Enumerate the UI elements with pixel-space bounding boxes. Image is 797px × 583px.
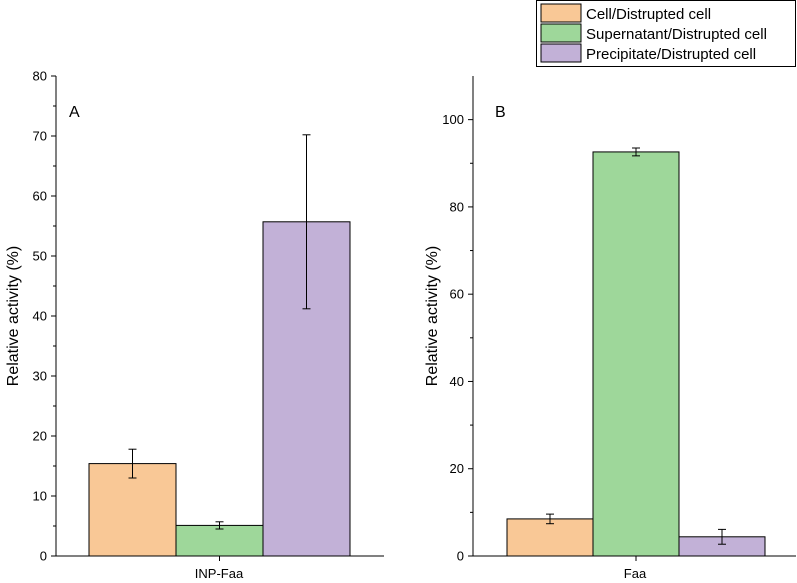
panel-b-y-tick-label: 80 xyxy=(450,199,464,214)
panel-b-error-bar-cell xyxy=(546,513,554,525)
panel-a-chart: Relative activity (%) A INP-Faa 0 10 20 30 4… xyxy=(5,69,384,581)
legend: Cell/Distrupted cell Supernatant/Distrup… xyxy=(536,0,796,67)
panel-a-y-tick-label: 70 xyxy=(33,129,47,144)
panel-a-bar-supernatant xyxy=(175,524,264,557)
panel-a-error-bar-precipitate xyxy=(302,134,311,310)
panel-b-label: B xyxy=(495,104,506,121)
panel-a-y-tick-label: 40 xyxy=(33,309,47,324)
legend-label-supernatant: Supernatant/Distrupted cell xyxy=(586,26,767,43)
panel-b-y-tick-label: 100 xyxy=(442,112,464,127)
legend-swatch-cell xyxy=(540,3,582,23)
panel-a-y-tick-label: 10 xyxy=(33,489,47,504)
legend-swatch-precipitate xyxy=(540,43,582,63)
panel-b-y-tick-label: 60 xyxy=(450,287,464,302)
panel-a-error-bar-cell xyxy=(128,448,137,479)
legend-swatch-supernatant xyxy=(540,23,582,43)
panel-a-y-tick-label: 50 xyxy=(33,249,47,264)
panel-b-bar-supernatant xyxy=(592,151,680,557)
panel-b-y-axis-title: Relative activity (%) xyxy=(424,246,441,386)
panel-b-error-bar-supernatant xyxy=(632,147,640,157)
panel-a-category-label: INP-Faa xyxy=(195,566,244,581)
panel-b-error-bar-precipitate xyxy=(718,528,726,545)
panel-b-chart: Relative activity (%) B Faa 0 20 40 60 80 100 xyxy=(424,76,796,581)
panel-a-y-tick-label: 80 xyxy=(33,69,47,84)
panel-a-error-bar-supernatant xyxy=(215,521,224,530)
panel-a-label: A xyxy=(69,104,80,121)
panel-b-y-tick-label: 40 xyxy=(450,374,464,389)
legend-label-precipitate: Precipitate/Distrupted cell xyxy=(586,46,756,63)
panel-a-bar-cell xyxy=(88,463,177,557)
panel-a-y-tick-label: 30 xyxy=(33,369,47,384)
panel-a-y-tick-label: 20 xyxy=(33,429,47,444)
panel-a-y-tick-label: 60 xyxy=(33,189,47,204)
legend-label-cell: Cell/Distrupted cell xyxy=(586,6,711,23)
panel-b-bar-cell xyxy=(506,518,594,557)
panel-b-y-tick-label: 0 xyxy=(457,549,464,564)
panel-a-y-axis-title: Relative activity (%) xyxy=(5,246,22,386)
panel-b-category-label: Faa xyxy=(624,566,647,581)
panel-a-y-tick-label: 0 xyxy=(40,549,47,564)
panel-b-y-tick-label: 20 xyxy=(450,461,464,476)
